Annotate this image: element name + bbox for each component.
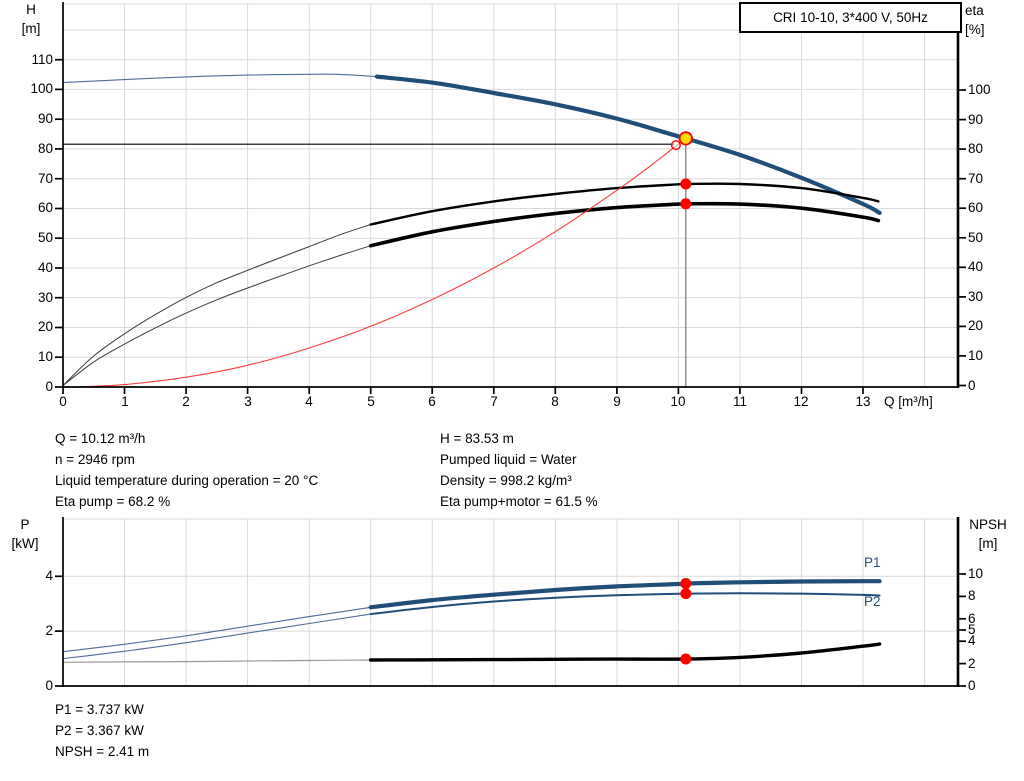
y-right-tick-label: 70	[968, 171, 984, 186]
y-right-tick-label: 60	[968, 200, 984, 215]
x-tick-label: 12	[793, 394, 809, 409]
y-left-tick-label: 4	[45, 568, 53, 583]
y-right-tick-label: 2	[968, 656, 976, 671]
y-right-tick-label: 90	[968, 112, 984, 127]
duty-info-left-block: Q = 10.12 m³/h n = 2946 rpm Liquid tempera…	[55, 428, 318, 512]
y-left-tick-label: 0	[45, 379, 53, 394]
series-eta-pump-low-range	[62, 224, 371, 386]
npsh-axis-unit: [m]	[978, 536, 998, 551]
y-right-tick-label: 10	[968, 566, 984, 581]
series-npsh-low-range	[62, 659, 371, 663]
x-tick-label: 5	[367, 394, 375, 409]
y-left-tick-label: 20	[37, 319, 53, 334]
x-tick-label: 13	[855, 394, 871, 409]
y-left-tick-label: 110	[31, 52, 53, 67]
y-right-tick-label: 40	[968, 259, 984, 274]
x-tick-label: 9	[613, 394, 621, 409]
series-p2-low-range	[62, 613, 371, 660]
info-line: P2 = 3.367 kW	[55, 723, 144, 738]
series-qh-curve-duty-range	[374, 74, 882, 215]
h-axis-title: H	[26, 2, 36, 17]
x-tick-label: 11	[732, 394, 747, 409]
y-left-tick-label: 100	[30, 81, 53, 96]
series-system-curve	[75, 137, 687, 388]
npsh-operating-point	[680, 653, 692, 665]
p1-curve-label: P1	[864, 555, 881, 570]
eta-axis-title: eta	[965, 3, 984, 18]
series-eta-pump-motor-low-range	[62, 245, 371, 386]
y-right-tick-label: 10	[968, 348, 984, 363]
info-line: Eta pump = 68.2 %	[55, 494, 171, 509]
series-p1-low-range	[62, 606, 371, 653]
y-right-tick-label: 100	[968, 82, 991, 97]
y-left-tick-label: 30	[37, 290, 53, 305]
duty-info-right-block: H = 83.53 m Pumped liquid = Water Density …	[440, 428, 598, 512]
series-eta-pump-motor-duty-range	[368, 201, 881, 248]
y-right-tick-label: 5	[968, 622, 976, 637]
info-line: Pumped liquid = Water	[440, 452, 577, 467]
x-tick-label: 3	[244, 394, 252, 409]
series-qh-curve-low-range	[62, 73, 377, 84]
y-left-tick-label: 10	[37, 349, 53, 364]
y-left-tick-label: 80	[37, 141, 53, 156]
series-p2-duty-range	[369, 592, 881, 616]
h-axis-unit: [m]	[21, 21, 41, 36]
p-axis-title: P	[20, 517, 30, 532]
chart-area-0	[55, 2, 966, 394]
info-line: n = 2946 rpm	[55, 452, 135, 467]
p2-operating-point	[680, 588, 692, 600]
y-left-tick-label: 0	[45, 678, 53, 693]
series-npsh-duty-range	[369, 642, 882, 662]
x-tick-label: 7	[490, 394, 498, 409]
y-right-tick-label: 20	[968, 318, 984, 333]
operating-point	[678, 131, 693, 146]
requested-duty-point	[670, 140, 681, 151]
x-tick-label: 10	[670, 394, 686, 409]
y-right-tick-label: 30	[968, 289, 984, 304]
y-right-tick-label: 0	[968, 678, 976, 693]
p2-curve-label: P2	[864, 594, 881, 609]
npsh-axis-title: NPSH	[969, 517, 1007, 532]
y-right-tick-label: 0	[968, 378, 976, 393]
y-left-tick-label: 90	[37, 111, 53, 126]
p-axis-unit: [kW]	[11, 536, 39, 551]
x-tick-label: 8	[551, 394, 559, 409]
info-line: P1 = 3.737 kW	[55, 702, 144, 717]
info-line: Q = 10.12 m³/h	[55, 431, 146, 446]
info-line: Density = 998.2 kg/m³	[440, 473, 572, 488]
x-tick-label: 1	[121, 394, 129, 409]
y-left-tick-label: 50	[37, 230, 53, 245]
y-left-tick-label: 60	[37, 200, 53, 215]
eta-pump-operating-point	[680, 178, 692, 190]
info-line: Eta pump+motor = 61.5 %	[440, 494, 598, 509]
info-line: Liquid temperature during operation = 20…	[55, 473, 319, 488]
eta-pump-motor-operating-point	[680, 198, 692, 210]
x-tick-label: 6	[428, 394, 436, 409]
x-tick-label: 2	[182, 394, 190, 409]
p1-operating-point	[680, 578, 692, 589]
chart-area-1	[55, 517, 966, 687]
y-right-tick-label: 8	[968, 588, 976, 603]
y-right-tick-label: 4	[968, 633, 976, 648]
q-axis-title: Q [m³/h]	[884, 394, 933, 409]
series-eta-pump-duty-range	[369, 182, 880, 226]
y-left-tick-label: 2	[45, 623, 53, 638]
eta-axis-unit: [%]	[965, 22, 985, 37]
pump-title-box: CRI 10-10, 3*400 V, 50Hz	[739, 2, 962, 33]
y-right-tick-label: 50	[968, 230, 984, 245]
info-line: NPSH = 2.41 m	[55, 744, 150, 759]
x-tick-label: 0	[59, 394, 67, 409]
y-left-tick-label: 40	[37, 260, 53, 275]
y-right-tick-label: 6	[968, 611, 976, 626]
x-tick-label: 4	[305, 394, 313, 409]
series-p1-duty-range	[368, 579, 882, 610]
y-right-tick-label: 80	[968, 141, 984, 156]
y-left-tick-label: 70	[37, 171, 53, 186]
power-info-block: P1 = 3.737 kW P2 = 3.367 kW NPSH = 2.41 m	[55, 699, 149, 762]
info-line: H = 83.53 m	[440, 431, 514, 446]
